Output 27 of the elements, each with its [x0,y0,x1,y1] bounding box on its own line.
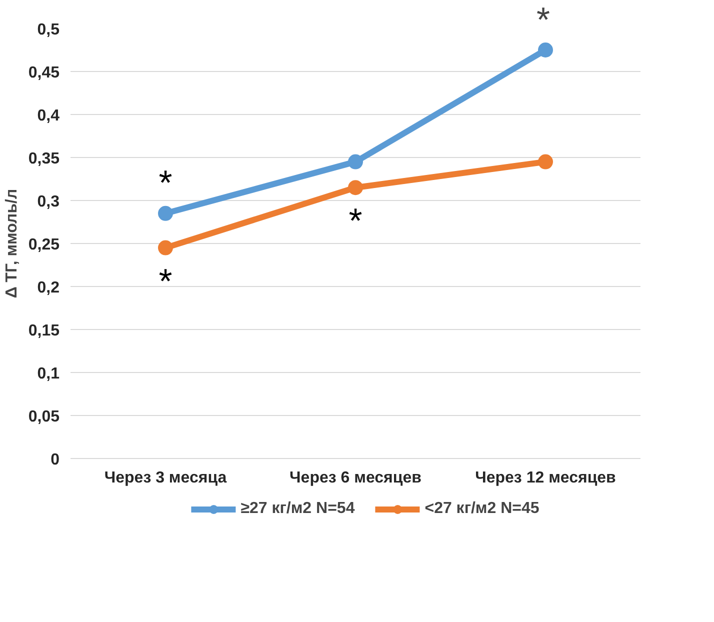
legend-label: <27 кг/м2 N=45 [424,500,540,518]
y-tick-label: 0,3 [37,194,60,210]
annotation: * [158,262,172,301]
y-tick-label: 0,5 [37,22,60,38]
x-tick-label: Через 6 месяцев [290,470,422,486]
point [348,154,363,170]
y-tick-label: 0,4 [37,108,60,124]
y-tick-label: 0,2 [37,280,60,296]
y-tick-label: 0,25 [28,236,60,254]
y-axis-title: Δ ТГ, ммоль/л [3,188,20,298]
annotation: * [536,2,550,40]
point [158,206,173,221]
y-tick-label: 0,45 [28,64,60,82]
point [538,42,553,58]
y-tick-label: 0,1 [37,366,60,382]
y-tick-label: 0 [50,452,60,468]
y-tick-label: 0,05 [28,408,60,426]
point [538,154,553,170]
x-tick-label: Через 3 месяца [104,470,227,486]
annotation: * [158,164,172,202]
point [348,180,363,196]
annotation: * [348,202,362,241]
y-tick-label: 0,35 [28,150,60,168]
point [158,240,173,256]
x-tick-label: Через 12 месяцев [475,470,616,486]
y-tick-label: 0,15 [28,322,60,340]
legend-label: ≥27 кг/м2 N=54 [240,500,355,518]
